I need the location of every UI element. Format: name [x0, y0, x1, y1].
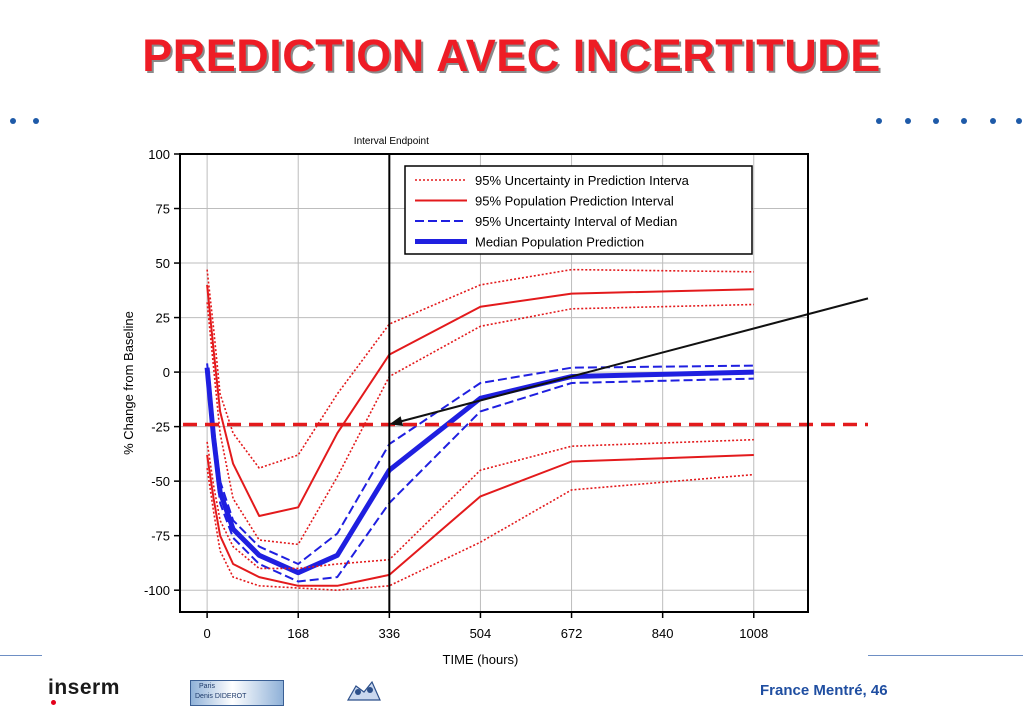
y-tick-label: 100	[148, 147, 170, 162]
legend-label: 95% Population Prediction Interval	[475, 194, 674, 209]
interval-endpoint-label: Interval Endpoint	[354, 136, 429, 147]
decor-dot	[905, 118, 911, 124]
footer-rule-right	[868, 655, 1023, 656]
series-line-blue-thick-4	[204, 367, 754, 576]
x-tick-label: 168	[287, 626, 309, 641]
series-line-blue-dashed-3	[206, 363, 754, 565]
inserm-logo: inserm	[48, 676, 120, 705]
y-tick-label: -25	[151, 420, 170, 435]
dots-right	[860, 118, 1023, 128]
decor-dot	[33, 118, 39, 124]
y-tick-label: 25	[156, 311, 170, 326]
decor-dot	[990, 118, 996, 124]
axes: 0 168 336 504 672 840 1008 100 75 50 25 0 -25 -50 -75 -…	[121, 136, 809, 667]
series-line-red-solid-7	[206, 454, 754, 587]
annotation-arrowhead	[389, 416, 404, 426]
slide-title: PREDICTION AVEC INCERTITUDE	[142, 30, 881, 81]
inserm-logo-text: inserm	[48, 676, 120, 699]
y-tick-label: 0	[163, 365, 170, 380]
dots-left	[0, 118, 60, 128]
decor-dot	[933, 118, 939, 124]
series-line-blue-dashed-5	[206, 372, 754, 583]
series-line-red-solid-1	[206, 284, 754, 517]
series-group	[204, 268, 754, 592]
x-tick-label: 0	[203, 626, 210, 641]
y-tick-label: 50	[156, 256, 170, 271]
decor-dot	[961, 118, 967, 124]
author-footer: France Mentré, 46	[760, 682, 888, 699]
series-line-red-dotted-2	[206, 302, 754, 546]
series-line-red-dotted-6	[206, 438, 754, 570]
x-tick-label: 336	[378, 626, 400, 641]
institution-emblem-icon	[346, 680, 381, 701]
legend-label: Median Population Prediction	[475, 235, 644, 250]
x-tick-label: 672	[561, 626, 583, 641]
annotation-arrow-line	[398, 297, 869, 423]
plot-frame	[179, 153, 809, 613]
paris-diderot-logo: Paris Denis DIDEROT	[190, 680, 284, 706]
decor-dot	[1016, 118, 1022, 124]
y-tick-label: -75	[151, 529, 170, 544]
y-tick-label: 75	[156, 202, 170, 217]
x-tick-label: 504	[470, 626, 492, 641]
legend-label: 95% Uncertainty Interval of Median	[475, 214, 677, 229]
series-line-red-dotted-0	[206, 268, 754, 469]
footer-rule-left	[0, 655, 42, 656]
legend-label: 95% Uncertainty in Prediction Interva	[475, 173, 690, 188]
legend: 95% Uncertainty in Prediction Interva 95%…	[404, 165, 753, 255]
paris-logo-line2: Denis DIDEROT	[195, 693, 247, 700]
decor-dot	[876, 118, 882, 124]
y-tick-label: -100	[144, 583, 170, 598]
paris-logo-line1: Paris	[199, 683, 215, 690]
y-tick-label: -50	[151, 474, 170, 489]
x-axis-label: TIME (hours)	[443, 652, 519, 667]
x-tick-label: 840	[652, 626, 674, 641]
inserm-dot	[51, 700, 56, 705]
y-axis-label: % Change from Baseline	[121, 311, 136, 455]
decor-dot	[10, 118, 16, 124]
overlay-group	[183, 154, 869, 612]
x-tick-label: 1008	[739, 626, 768, 641]
